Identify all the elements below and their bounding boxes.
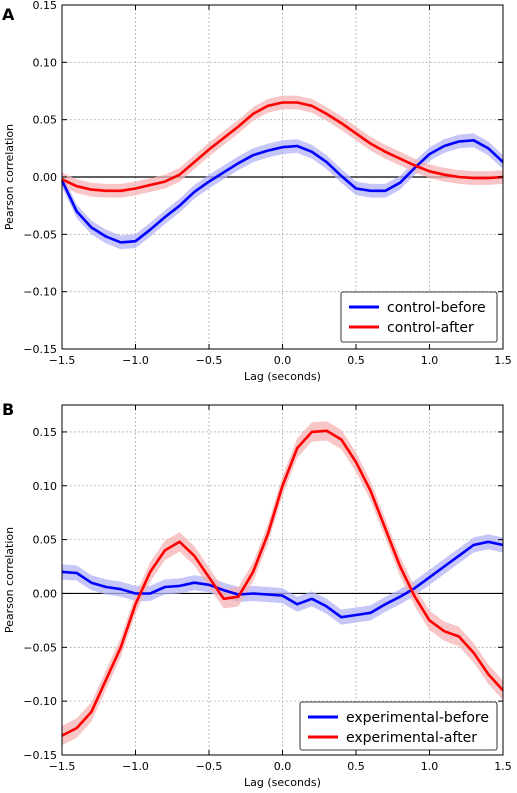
legend-label-experimental-before: experimental-before <box>346 710 489 726</box>
series-lines-b <box>61 429 504 737</box>
series-line-experimental-after <box>61 429 504 737</box>
series-lines-a <box>60 101 504 244</box>
x-tick-label: 1.5 <box>494 760 512 773</box>
x-axis-label-b: Lag (seconds) <box>244 776 321 789</box>
x-ticks-a: −1.5 −1.0 −0.5 0.0 0.5 1.0 1.5 <box>49 5 512 367</box>
y-tick-label: −0.05 <box>23 228 57 241</box>
panel-b: B −1.5 −1.0 −0.5 0.0 0.5 1.0 1.5 −0.15−0.10−0.… <box>2 400 512 789</box>
x-tick-label: 1.0 <box>421 354 439 367</box>
x-tick-label: 1.5 <box>494 354 512 367</box>
y-tick-label: 0.15 <box>33 426 58 439</box>
x-tick-label: 0.5 <box>347 760 365 773</box>
legend-box-a <box>340 291 498 343</box>
series-line-experimental-before <box>61 540 504 619</box>
legend-label-experimental-after: experimental-after <box>346 730 477 746</box>
legend-b: experimental-before experimental-after <box>299 701 498 751</box>
x-tick-label: −1.0 <box>122 354 149 367</box>
y-tick-label: 0.00 <box>33 587 58 600</box>
y-tick-label: −0.10 <box>23 286 57 299</box>
legend-label-control-before: control-before <box>387 300 486 316</box>
y-ticks-b: −0.15 −0.10 −0.05 0.00 0.05 0.10 0.15 <box>23 426 503 762</box>
x-tick-label: −0.5 <box>196 760 223 773</box>
y-tick-label: −0.15 <box>23 343 57 356</box>
x-tick-label: 0.5 <box>347 354 365 367</box>
x-tick-label: −1.0 <box>122 760 149 773</box>
panel-a: A −1.5 −1.0 −0.5 0.0 0.5 1.0 1.5 −0.15−0.10−0.… <box>2 0 512 383</box>
x-tick-label: −1.5 <box>49 760 76 773</box>
x-tick-label: 0.0 <box>274 760 292 773</box>
x-tick-label: −1.5 <box>49 354 76 367</box>
x-ticks-b: −1.5 −1.0 −0.5 0.0 0.5 1.0 1.5 <box>49 405 512 773</box>
y-tick-label: 0.10 <box>33 480 58 493</box>
legend-box-b <box>299 701 498 751</box>
y-axis-label-a: Pearson correlation <box>3 124 16 230</box>
panel-letter-b: B <box>2 400 14 419</box>
confidence-band-control-after <box>62 95 503 198</box>
confidence-band-experimental-before <box>62 534 503 625</box>
y-tick-label: 0.15 <box>33 0 58 12</box>
series-line-control-after <box>61 101 504 193</box>
y-tick-label: −0.15 <box>23 749 57 762</box>
legend-a: control-before control-after <box>340 291 498 343</box>
x-axis-label-a: Lag (seconds) <box>244 370 321 383</box>
x-tick-label: 1.0 <box>421 760 439 773</box>
y-tick-label: −0.05 <box>23 641 57 654</box>
y-tick-label: 0.10 <box>33 56 58 69</box>
x-tick-label: −0.5 <box>196 354 223 367</box>
y-tick-label: 0.05 <box>33 534 58 547</box>
y-tick-label: 0.05 <box>33 114 58 127</box>
y-tick-label: −0.10 <box>23 695 57 708</box>
series-line-control-before <box>60 139 504 244</box>
y-tick-label: 0.00 <box>33 171 58 184</box>
y-axis-label-b: Pearson correlation <box>3 527 16 633</box>
y-ticks-a: −0.15 −0.10 −0.05 0.00 0.05 0.10 0.15 <box>23 0 503 356</box>
legend-label-control-after: control-after <box>387 320 474 336</box>
x-tick-label: 0.0 <box>274 354 292 367</box>
panel-letter-a: A <box>2 5 15 24</box>
